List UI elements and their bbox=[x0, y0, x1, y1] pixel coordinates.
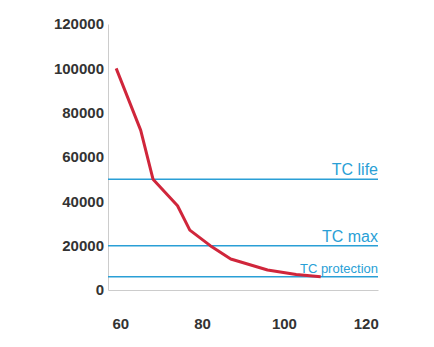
reference-label: TC max bbox=[322, 228, 378, 245]
y-tick: 20000 bbox=[62, 237, 108, 254]
y-tick-label: 120000 bbox=[54, 15, 104, 32]
y-tick-label: 20000 bbox=[62, 237, 104, 254]
y-tick-label: 80000 bbox=[62, 104, 104, 121]
reference-line bbox=[108, 245, 378, 247]
y-tick: 80000 bbox=[62, 104, 108, 121]
y-tick-label: 0 bbox=[96, 281, 104, 298]
reference-label: TC protection bbox=[300, 261, 378, 276]
y-tick-label: 100000 bbox=[54, 60, 104, 77]
y-tick: 100000 bbox=[54, 60, 108, 77]
line-series bbox=[116, 68, 321, 276]
y-tick: 60000 bbox=[62, 148, 108, 165]
x-tick-label: 100 bbox=[272, 315, 297, 332]
reference-line bbox=[108, 178, 378, 180]
reference-line bbox=[108, 276, 378, 278]
x-tick: 120 bbox=[354, 290, 379, 332]
y-tick-label: 60000 bbox=[62, 148, 104, 165]
y-axis-line bbox=[108, 25, 109, 291]
plot-area bbox=[108, 68, 378, 276]
x-tick: 60 bbox=[112, 290, 129, 332]
x-axis: 60 80 100 120 bbox=[109, 290, 379, 332]
y-axis: 0 20000 40000 60000 80000 100000 120000 bbox=[54, 15, 109, 298]
x-tick: 100 bbox=[272, 290, 297, 332]
x-tick-label: 80 bbox=[194, 315, 211, 332]
reference-label: TC life bbox=[332, 161, 378, 178]
x-axis-line bbox=[109, 290, 379, 291]
reference-labels: TC life TC max TC protection bbox=[300, 161, 378, 276]
x-tick: 80 bbox=[194, 290, 211, 332]
y-tick-label: 40000 bbox=[62, 193, 104, 210]
chart: 0 20000 40000 60000 80000 100000 120000 60 80 100… bbox=[0, 0, 434, 347]
y-tick: 120000 bbox=[54, 15, 108, 32]
x-tick-label: 120 bbox=[354, 315, 379, 332]
y-tick: 0 bbox=[96, 281, 108, 298]
x-tick-label: 60 bbox=[112, 315, 129, 332]
y-tick: 40000 bbox=[62, 193, 108, 210]
